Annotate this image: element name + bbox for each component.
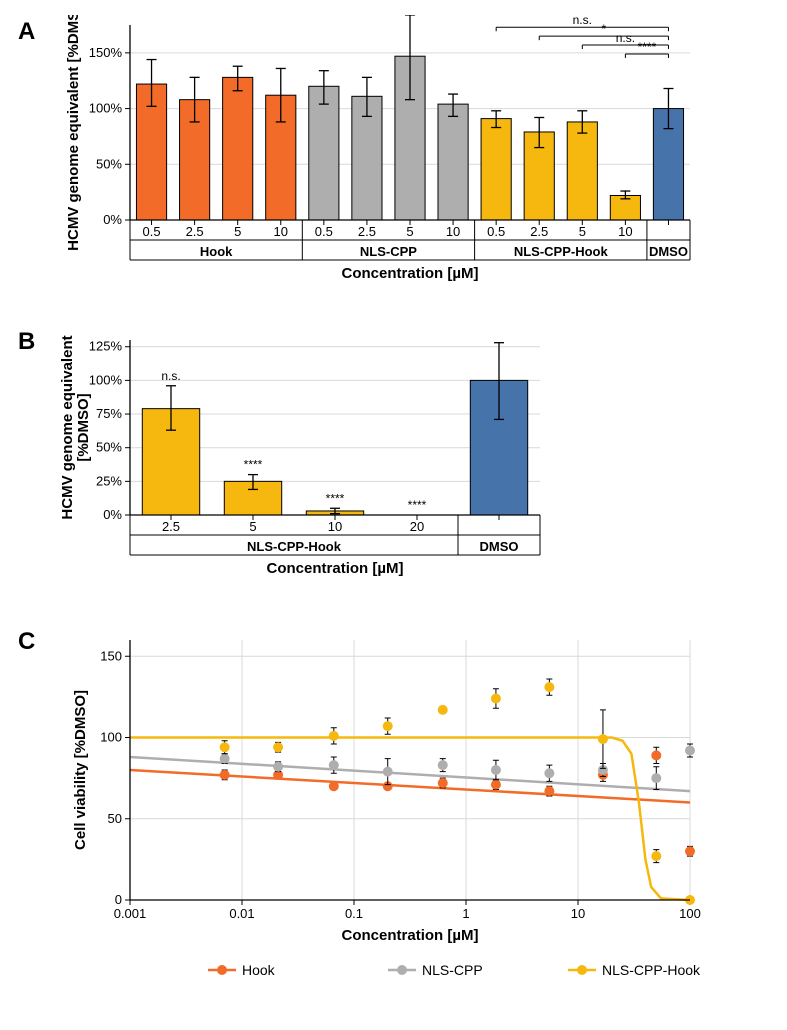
svg-text:2.5: 2.5: [358, 224, 376, 239]
svg-text:0.5: 0.5: [315, 224, 333, 239]
data-point: [329, 760, 339, 770]
data-point: [544, 786, 554, 796]
svg-text:10: 10: [618, 224, 632, 239]
svg-text:25%: 25%: [96, 473, 122, 488]
panel-a-svg: 0% 50% 100% 150% 0.5 2.5 5 10 0.5 2.5 5 10 0.5 2.5 5 10…: [55, 15, 715, 295]
svg-text:0.001: 0.001: [114, 906, 147, 921]
panel-a-label: A: [18, 18, 35, 46]
panel-b-svg: 0% 25% 50% 75% 100% 125% n.s. 2.5 **** 5 **** 10 ***…: [55, 330, 575, 595]
svg-text:0.1: 0.1: [345, 906, 363, 921]
svg-text:10: 10: [274, 224, 288, 239]
svg-text:50: 50: [108, 811, 122, 826]
svg-text:1: 1: [462, 906, 469, 921]
data-point: [651, 750, 661, 760]
svg-text:2.5: 2.5: [186, 224, 204, 239]
svg-text:*: *: [602, 22, 607, 36]
svg-text:DMSO: DMSO: [480, 539, 519, 554]
data-point: [491, 694, 501, 704]
data-point: [544, 682, 554, 692]
svg-text:100: 100: [100, 730, 122, 745]
svg-text:NLS-CPP-Hook: NLS-CPP-Hook: [247, 539, 342, 554]
bar: [223, 77, 253, 220]
svg-text:150%: 150%: [89, 45, 123, 60]
data-point: [383, 767, 393, 777]
svg-text:0.5: 0.5: [142, 224, 160, 239]
data-point: [491, 780, 501, 790]
svg-text:Concentration [µM]: Concentration [µM]: [342, 927, 479, 944]
svg-text:50%: 50%: [96, 440, 122, 455]
svg-text:5: 5: [406, 224, 413, 239]
svg-text:100%: 100%: [89, 372, 123, 387]
data-point: [329, 731, 339, 741]
svg-text:Concentration [µM]: Concentration [µM]: [342, 265, 479, 282]
data-point: [491, 765, 501, 775]
svg-text:10: 10: [328, 519, 342, 534]
svg-text:125%: 125%: [89, 339, 123, 354]
svg-text:****: ****: [326, 491, 345, 505]
svg-text:n.s.: n.s.: [573, 15, 592, 27]
svg-text:****: ****: [638, 40, 657, 54]
svg-text:100%: 100%: [89, 101, 123, 116]
data-point: [685, 846, 695, 856]
data-point: [220, 770, 230, 780]
svg-text:n.s.: n.s.: [161, 369, 180, 383]
panel-b-label: B: [18, 328, 35, 356]
svg-text:NLS-CPP: NLS-CPP: [360, 244, 417, 259]
data-point: [273, 742, 283, 752]
svg-text:5: 5: [249, 519, 256, 534]
data-point: [220, 754, 230, 764]
data-point: [438, 778, 448, 788]
svg-text:0.5: 0.5: [487, 224, 505, 239]
svg-text:Hook: Hook: [200, 244, 233, 259]
svg-text:Concentration [µM]: Concentration [µM]: [267, 560, 404, 577]
svg-text:100: 100: [679, 906, 701, 921]
svg-text:n.s.: n.s.: [616, 31, 635, 45]
panel-c-label: C: [18, 628, 35, 656]
svg-text:NLS-CPP-Hook: NLS-CPP-Hook: [514, 244, 609, 259]
svg-text:HCMV genome equivalent [%DMSO]: HCMV genome equivalent [%DMSO]: [65, 15, 82, 251]
svg-text:****: ****: [244, 458, 263, 472]
data-point: [544, 768, 554, 778]
bar: [438, 104, 468, 220]
data-point: [651, 851, 661, 861]
svg-text:2.5: 2.5: [162, 519, 180, 534]
bar: [481, 119, 511, 220]
figure: A 0%50%100%150%0.52.55100.52.55100.52.55…: [0, 0, 787, 1030]
legend-label: Hook: [242, 962, 276, 978]
data-point: [383, 721, 393, 731]
svg-text:20: 20: [410, 519, 424, 534]
data-point: [329, 781, 339, 791]
svg-text:0%: 0%: [103, 212, 122, 227]
data-point: [438, 760, 448, 770]
svg-text:5: 5: [579, 224, 586, 239]
legend-label: NLS-CPP-Hook: [602, 962, 701, 978]
svg-text:Cell viability [%DMSO]: Cell viability [%DMSO]: [72, 690, 89, 850]
data-point: [220, 742, 230, 752]
svg-text:DMSO: DMSO: [649, 244, 688, 259]
data-point: [273, 762, 283, 772]
svg-text:5: 5: [234, 224, 241, 239]
svg-text:150: 150: [100, 648, 122, 663]
panel-c-svg: 0 50 100 150 0.001 0.01 0.1 1 10 100 Concentration…: [55, 630, 715, 990]
svg-text:0%: 0%: [103, 507, 122, 522]
svg-text:0: 0: [115, 892, 122, 907]
svg-text:0.01: 0.01: [229, 906, 254, 921]
panel-b-chart: 0% 25% 50% 75% 100% 125% n.s. 2.5 **** 5 **** 10 ***…: [55, 330, 575, 595]
svg-text:10: 10: [446, 224, 460, 239]
data-point: [685, 746, 695, 756]
bar: [309, 86, 339, 220]
data-point: [651, 773, 661, 783]
bar: [567, 122, 597, 220]
svg-text:75%: 75%: [96, 406, 122, 421]
svg-text:10: 10: [571, 906, 585, 921]
svg-text:50%: 50%: [96, 156, 122, 171]
data-point: [438, 705, 448, 715]
panel-a-chart: 0% 50% 100% 150% 0.5 2.5 5 10 0.5 2.5 5 10 0.5 2.5 5 10…: [55, 15, 715, 295]
legend-label: NLS-CPP: [422, 962, 483, 978]
panel-c-chart: 0 50 100 150 0.001 0.01 0.1 1 10 100 Concentration…: [55, 630, 715, 990]
svg-text:2.5: 2.5: [530, 224, 548, 239]
svg-text:HCMV genome equivalent[%DMSO]: HCMV genome equivalent[%DMSO]: [59, 335, 92, 519]
data-point: [598, 734, 608, 744]
svg-text:****: ****: [408, 498, 427, 512]
